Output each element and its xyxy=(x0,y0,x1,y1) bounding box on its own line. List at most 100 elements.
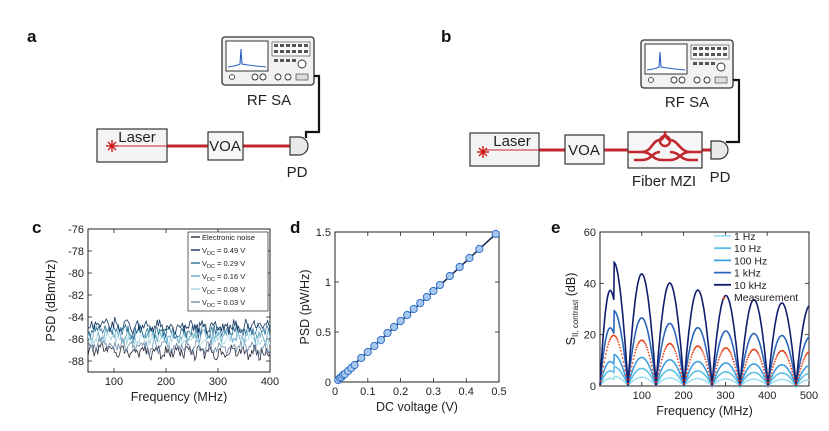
measurement-dot xyxy=(609,336,612,339)
y-axis-label: PSD (pW/Hz) xyxy=(298,270,312,345)
chart-psd-vs-frequency: 100 200 300 400 -76 -78 -80 -82 -84 -86 -88 Frequen… xyxy=(44,224,279,404)
measurement-dot xyxy=(680,371,682,374)
measurement-dot xyxy=(797,377,800,379)
series-line xyxy=(599,375,810,388)
measurement-dot xyxy=(656,376,659,379)
measurement-dot xyxy=(683,383,686,385)
measurement-dot xyxy=(630,365,633,368)
measurement-dot xyxy=(737,376,739,379)
measurement-dot xyxy=(770,371,773,374)
measurement-dot xyxy=(729,351,732,354)
rf-sa-label-b: RF SA xyxy=(665,94,709,111)
measurement-dot xyxy=(741,376,744,379)
legend-label-sub: DC xyxy=(207,277,215,283)
panel-e: e 100 200 300 400 500 0 20 40 60 Frequency (MHz) S… xyxy=(551,218,818,418)
legend-label: 100 Hz xyxy=(734,255,767,267)
series-line xyxy=(87,336,271,356)
measurement-dot xyxy=(645,346,648,349)
measurement-dot xyxy=(767,385,769,387)
measurement-dot xyxy=(635,348,637,351)
measurement-dot xyxy=(604,353,607,355)
measurement-dot xyxy=(674,350,677,353)
measurement-dot xyxy=(625,378,628,381)
data-point xyxy=(376,335,386,345)
measurement-dot xyxy=(622,361,625,363)
data-point xyxy=(422,292,431,302)
measurement-dot xyxy=(616,339,619,341)
measurement-dot xyxy=(716,364,718,367)
measurement-dot xyxy=(766,381,769,384)
measurement-dot xyxy=(701,349,703,352)
measurement-dot xyxy=(710,381,713,384)
measurement-dot xyxy=(620,353,623,356)
measurement-dot xyxy=(620,349,622,352)
x-tick-label: 400 xyxy=(758,390,776,402)
measurement-dot xyxy=(730,353,733,356)
panel-c: c 100 200 300 400 -76 -78 -80 -82 -84 -86 -88 Frequ… xyxy=(32,218,279,404)
panel-letter-d: d xyxy=(290,218,300,237)
panel-a: a RF SA xyxy=(27,27,321,181)
legend-label: VDC = 0.08 V xyxy=(202,285,245,296)
measurement-dot xyxy=(713,374,716,377)
measurement-dot xyxy=(745,361,748,364)
x-tick-label: 100 xyxy=(633,390,651,402)
fiber-mzi xyxy=(627,129,703,169)
chart-contrast-vs-frequency: 100 200 300 400 500 0 20 40 60 Frequency (MHz) SII… xyxy=(564,227,818,418)
data-point xyxy=(491,229,500,239)
data-point xyxy=(445,271,454,281)
measurement-dot xyxy=(717,358,720,361)
measurement-dot xyxy=(687,365,690,367)
measurement-dot xyxy=(618,343,621,346)
y-axis-label-base: S xyxy=(564,337,578,345)
y-tick-label: 40 xyxy=(584,278,596,290)
x-tick-label: 0.4 xyxy=(459,386,474,398)
measurement-dot xyxy=(736,373,739,375)
measurement-dot xyxy=(762,365,764,368)
measurement-dot xyxy=(705,361,708,363)
measurement-dot xyxy=(633,354,636,357)
measurement-dot xyxy=(627,382,630,385)
measurement-dot xyxy=(808,351,810,353)
legend-label-sub: DC xyxy=(207,303,215,309)
measurement-dot xyxy=(702,353,705,356)
measurement-dot xyxy=(672,346,675,349)
measurement-dot xyxy=(658,369,661,371)
measurement-dot xyxy=(679,368,682,370)
legend-label-sub: DC xyxy=(207,251,215,257)
rf-sa-label-a: RF SA xyxy=(247,92,291,109)
measurement-dot xyxy=(661,355,664,358)
x-axis-label: Frequency (MHz) xyxy=(131,390,228,404)
measurement-dot xyxy=(664,348,667,351)
legend-label: 1 Hz xyxy=(734,231,756,243)
measurement-dot xyxy=(685,375,688,378)
measurement-dot xyxy=(655,380,658,383)
measurement-dot xyxy=(740,379,743,382)
chart-psd-vs-dc-voltage: 0 0.1 0.2 0.3 0.4 0.5 0 0.5 1 1.5 DC voltage (V) PS… xyxy=(298,227,507,414)
photodetector-icon-a xyxy=(289,136,309,156)
measurement-dot xyxy=(801,362,804,365)
measurement-dot xyxy=(748,352,751,355)
legend-label-rest: = 0.08 V xyxy=(215,285,245,294)
measurement-dot xyxy=(732,358,734,360)
x-tick-label: 100 xyxy=(105,376,123,388)
data-point xyxy=(357,353,366,363)
measurement-dot xyxy=(706,367,709,370)
legend-label-base: V xyxy=(202,259,207,268)
y-tick-label: 60 xyxy=(584,227,596,239)
legend-box xyxy=(187,231,269,312)
measurement-dot xyxy=(607,343,610,346)
measurement-dot xyxy=(600,375,603,377)
laser-source-a: Laser xyxy=(96,128,168,163)
measurement-dot xyxy=(704,358,707,361)
rf-cable-a xyxy=(304,74,321,138)
x-tick-label: 300 xyxy=(716,390,734,402)
measurement-dot xyxy=(647,351,650,354)
measurement-dot xyxy=(650,361,652,364)
measurement-dot xyxy=(758,355,761,358)
voa-label-b: VOA xyxy=(568,142,600,159)
measurement-dot xyxy=(707,370,710,373)
measurement-dot xyxy=(630,369,632,372)
measurement-dot xyxy=(655,385,657,387)
data-point xyxy=(403,310,412,320)
measurement-dot xyxy=(719,354,722,356)
